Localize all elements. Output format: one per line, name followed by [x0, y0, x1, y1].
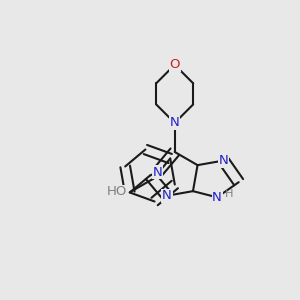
Text: N: N [219, 154, 228, 167]
Text: HO: HO [107, 185, 128, 199]
Text: N: N [212, 191, 222, 204]
Text: N: N [170, 116, 180, 129]
Text: N: N [162, 189, 172, 202]
Text: N: N [153, 166, 163, 179]
Text: H: H [225, 189, 233, 199]
Text: O: O [169, 58, 180, 71]
